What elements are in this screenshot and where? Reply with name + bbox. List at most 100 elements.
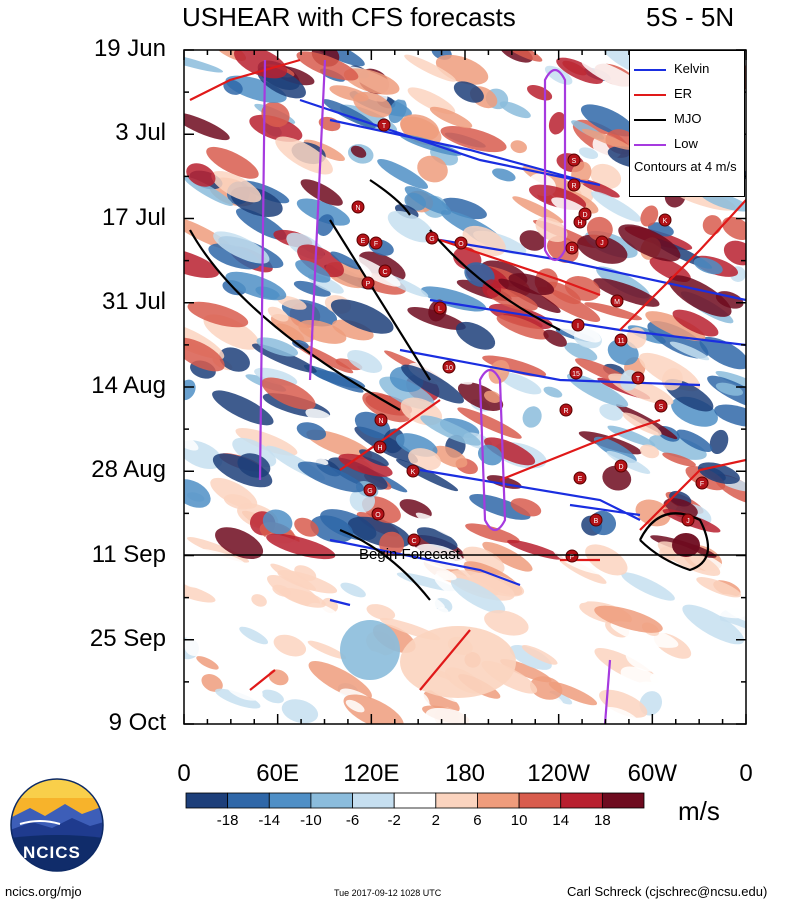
storm-marker: T — [377, 118, 391, 132]
chart-title: USHEAR with CFS forecasts — [182, 2, 516, 32]
colorbar-tick-label: 10 — [510, 812, 528, 829]
shading-cell — [693, 590, 746, 619]
colorbar-tick-label: 14 — [552, 812, 570, 829]
storm-marker: H — [373, 440, 387, 454]
shading-cell — [510, 498, 542, 517]
colorbar-tick-label: 2 — [431, 812, 440, 829]
shading-cell — [416, 527, 458, 550]
svg-text:E: E — [578, 476, 583, 483]
colorbar-swatch — [601, 792, 645, 809]
begin-forecast-label: Begin Forecast — [359, 546, 460, 563]
shading-cell — [567, 373, 629, 408]
shading-cell — [621, 572, 675, 601]
shading-cell — [415, 512, 467, 541]
shading-cell — [499, 372, 542, 395]
shading-cell — [535, 217, 568, 242]
shading-cell — [184, 671, 197, 697]
svg-text:K: K — [663, 218, 668, 225]
svg-text:R: R — [563, 408, 568, 415]
shading-cell — [211, 557, 253, 583]
shading-cell — [389, 554, 457, 581]
shading-cell — [441, 197, 487, 220]
wave-contour-er — [189, 58, 746, 691]
shading-cell — [261, 377, 316, 410]
storm-marker: L — [433, 301, 447, 315]
storm-marker: S — [567, 153, 581, 167]
shading-cell — [723, 240, 746, 266]
colorbar-swatch — [352, 792, 395, 809]
shading-cell — [400, 114, 439, 141]
shading-cell — [635, 499, 671, 527]
shading-cell — [266, 533, 336, 560]
shading-cell — [366, 604, 396, 621]
shading-cell — [423, 690, 460, 714]
storm-marker: T — [631, 371, 645, 385]
footer-url: ncics.org/mjo — [5, 884, 82, 899]
shading-cell — [400, 134, 462, 156]
shading-cell — [640, 205, 659, 227]
y-tick-label: 17 Jul — [101, 203, 166, 231]
storm-marker: R — [567, 178, 581, 192]
svg-text:M: M — [614, 299, 620, 306]
storm-marker: N — [374, 413, 388, 427]
wave-contour-mjo — [189, 179, 710, 601]
shading-cell — [465, 523, 520, 544]
x-tick-label: 180 — [444, 760, 486, 787]
shading-cell — [330, 299, 394, 334]
svg-text:11: 11 — [617, 338, 624, 345]
shading-cell — [184, 575, 201, 588]
shading-cell — [401, 364, 464, 404]
shading-cell — [184, 379, 196, 401]
svg-text:O: O — [375, 512, 381, 519]
shading-cell — [184, 632, 207, 657]
shading-cell — [606, 450, 651, 474]
svg-text:G: G — [367, 488, 372, 495]
shading-cell — [620, 666, 671, 699]
svg-text:J: J — [600, 240, 604, 247]
shading-cell — [461, 175, 485, 192]
shading-cell — [387, 210, 434, 243]
shading-cell — [593, 278, 660, 307]
storm-marker: O — [371, 507, 385, 521]
y-tick-label: 19 Jun — [93, 35, 166, 62]
shading-cell — [404, 54, 457, 82]
shading-cell — [676, 429, 713, 452]
storm-marker: P — [361, 276, 375, 290]
svg-text:N: N — [355, 205, 360, 212]
region-label: 5S - 5N — [646, 2, 735, 32]
shading-cell — [450, 578, 506, 614]
svg-text:O: O — [458, 241, 464, 248]
shading-cell — [590, 191, 642, 222]
storm-marker: E — [573, 471, 587, 485]
svg-text:E: E — [361, 238, 366, 245]
shading-cell — [359, 449, 389, 467]
svg-text:R: R — [571, 183, 576, 190]
shading-cell — [498, 278, 561, 313]
shading-cell — [307, 602, 344, 628]
shading-cell — [275, 136, 333, 175]
shading-cell — [672, 309, 719, 337]
storm-marker: G — [425, 231, 439, 245]
shading-cell — [250, 651, 279, 669]
shading-cell — [295, 439, 315, 451]
shading-cell — [618, 224, 681, 262]
storm-marker: S — [654, 399, 668, 413]
colorbar-tick-label: 6 — [473, 812, 482, 829]
storm-marker: J — [681, 513, 695, 527]
svg-text:C: C — [382, 269, 387, 276]
shading-cell — [208, 243, 261, 270]
shading-cell — [347, 349, 383, 373]
shading-cell — [184, 337, 225, 372]
shading-cell — [345, 699, 365, 713]
colorbar-swatch — [393, 792, 437, 809]
shading-cell — [297, 244, 344, 278]
storm-marker: B — [589, 513, 603, 527]
shading-cell — [469, 695, 502, 716]
shading-cell — [303, 364, 364, 393]
shading-cell — [453, 81, 484, 103]
shading-cell — [715, 371, 746, 391]
shading-cell — [581, 58, 644, 92]
legend: Kelvin ER MJO Low Contours at 4 m/s — [629, 50, 745, 197]
x-tick-label: 120W — [527, 760, 590, 787]
shading-cell — [550, 663, 592, 690]
